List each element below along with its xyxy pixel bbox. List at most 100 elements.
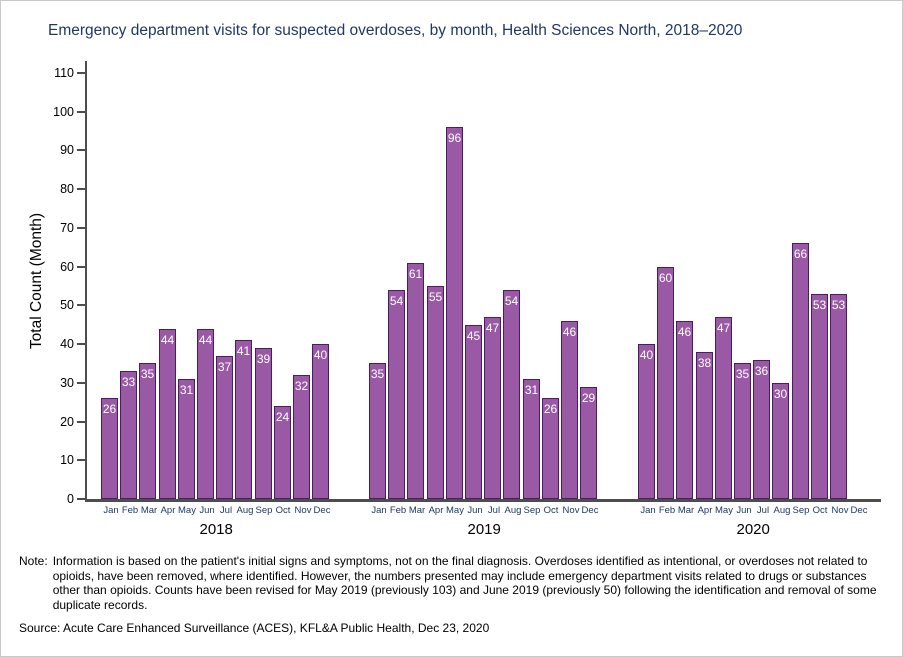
- y-tick-mark-50: [77, 304, 85, 307]
- y-tick-mark-40: [77, 343, 85, 346]
- y-tick-label-20: 20: [60, 414, 74, 429]
- x-tick-label-2018-Nov: Nov: [294, 505, 312, 516]
- year-label-2018: 2018: [199, 521, 233, 538]
- bar-value-label: 53: [831, 298, 846, 312]
- bar-value-label: 26: [543, 402, 558, 416]
- x-tick-label-2019-Apr: Apr: [428, 505, 444, 516]
- bar-value-label: 54: [389, 294, 404, 308]
- x-tick-label-2019-Feb: Feb: [389, 505, 407, 516]
- x-tick-label-2019-Nov: Nov: [562, 505, 580, 516]
- bar-2019-Sep: 31: [523, 379, 540, 499]
- x-tick-label-2019-Mar: Mar: [408, 505, 426, 516]
- bar-value-label: 30: [773, 387, 788, 401]
- x-tick-label-2020-Jul: Jul: [756, 505, 770, 516]
- x-tick-label-2019-May: May: [446, 505, 464, 516]
- bar-2019-Apr: 55: [427, 286, 444, 499]
- bar-2018-Jul: 37: [216, 356, 233, 499]
- bar-2019-Jan: 35: [369, 363, 386, 499]
- bar-value-label: 45: [466, 329, 481, 343]
- bar-value-label: 38: [697, 356, 712, 370]
- bar-value-label: 55: [428, 290, 443, 304]
- bar-value-label: 31: [524, 383, 539, 397]
- x-tick-label-2020-Jun: Jun: [736, 505, 752, 516]
- x-tick-label-2018-Sep: Sep: [255, 505, 273, 516]
- y-tick-mark-0: [77, 498, 85, 500]
- x-tick-label-2020-Nov: Nov: [831, 505, 849, 516]
- x-tick-label-2020-Dec: Dec: [850, 505, 868, 516]
- bar-2019-Dec: 29: [580, 387, 597, 499]
- x-tick-label-2020-Mar: Mar: [677, 505, 695, 516]
- bar-2018-Jun: 44: [197, 329, 214, 499]
- bar-2019-Jun: 45: [465, 325, 482, 499]
- bar-value-label: 53: [812, 298, 827, 312]
- bar-2019-Aug: 54: [503, 290, 520, 499]
- bar-2020-May: 47: [715, 317, 732, 499]
- x-tick-label-2018-Jul: Jul: [219, 505, 233, 516]
- x-tick-label-2019-Aug: Aug: [504, 505, 522, 516]
- x-tick-label-2020-Apr: Apr: [697, 505, 713, 516]
- bar-2020-Mar: 46: [676, 321, 693, 499]
- bar-value-label: 44: [198, 333, 213, 347]
- bar-value-label: 26: [102, 402, 117, 416]
- y-tick-mark-10: [77, 459, 85, 462]
- bar-value-label: 35: [735, 367, 750, 381]
- x-tick-label-2019-Jun: Jun: [467, 505, 483, 516]
- y-tick-label-90: 90: [60, 143, 74, 158]
- x-tick-label-2018-May: May: [178, 505, 196, 516]
- bar-2018-Sep: 39: [255, 348, 272, 499]
- y-tick-mark-80: [77, 188, 85, 191]
- bar-2020-Jan: 40: [638, 344, 655, 499]
- bar-value-label: 31: [179, 383, 194, 397]
- bar-value-label: 40: [639, 348, 654, 362]
- y-tick-label-100: 100: [53, 104, 74, 119]
- year-label-2020: 2020: [736, 521, 770, 538]
- y-tick-mark-90: [77, 149, 85, 152]
- y-tick-label-80: 80: [60, 182, 74, 197]
- bar-2018-Mar: 35: [139, 363, 156, 499]
- x-tick-label-2020-Sep: Sep: [792, 505, 810, 516]
- bar-value-label: 36: [754, 364, 769, 378]
- bar-value-label: 46: [677, 325, 692, 339]
- x-tick-label-2018-Oct: Oct: [275, 505, 291, 516]
- y-tick-mark-60: [77, 265, 85, 268]
- y-tick-label-10: 10: [60, 453, 74, 468]
- y-tick-mark-30: [77, 381, 85, 384]
- x-axis-line: [85, 499, 881, 502]
- bar-value-label: 96: [447, 131, 462, 145]
- bar-2018-May: 31: [178, 379, 195, 499]
- bar-2018-Jan: 26: [101, 398, 118, 499]
- chart-title: Emergency department visits for suspecte…: [48, 22, 743, 39]
- bar-2019-Jul: 47: [484, 317, 501, 499]
- bar-value-label: 39: [256, 352, 271, 366]
- x-tick-label-2019-Jul: Jul: [487, 505, 501, 516]
- y-tick-mark-100: [77, 110, 85, 113]
- bar-value-label: 32: [294, 379, 309, 393]
- bar-2019-Oct: 26: [542, 398, 559, 499]
- bar-value-label: 66: [793, 247, 808, 261]
- bar-2020-Feb: 60: [657, 267, 674, 499]
- y-tick-label-50: 50: [60, 298, 74, 313]
- x-tick-label-2018-Dec: Dec: [313, 505, 331, 516]
- bar-2020-Jul: 36: [753, 360, 770, 499]
- x-tick-label-2020-May: May: [715, 505, 733, 516]
- y-axis-line: [85, 61, 87, 502]
- bar-2018-Feb: 33: [120, 371, 137, 499]
- x-tick-label-2018-Feb: Feb: [121, 505, 139, 516]
- y-tick-label-110: 110: [54, 66, 74, 80]
- bar-value-label: 46: [562, 325, 577, 339]
- x-tick-label-2018-Aug: Aug: [236, 505, 254, 516]
- bar-2020-Aug: 30: [772, 383, 789, 499]
- x-tick-label-2020-Aug: Aug: [773, 505, 791, 516]
- bar-value-label: 60: [658, 271, 673, 285]
- note-label: Note:: [19, 554, 48, 568]
- bar-value-label: 35: [140, 367, 155, 381]
- y-tick-label-0: 0: [67, 492, 74, 506]
- bar-2018-Aug: 41: [235, 340, 252, 499]
- source-line: Source: Acute Care Enhanced Surveillance…: [19, 621, 490, 635]
- year-label-2019: 2019: [467, 521, 501, 538]
- y-tick-label-60: 60: [60, 259, 74, 274]
- bar-value-label: 47: [485, 321, 500, 335]
- x-tick-label-2018-Jun: Jun: [199, 505, 215, 516]
- bar-value-label: 37: [217, 360, 232, 374]
